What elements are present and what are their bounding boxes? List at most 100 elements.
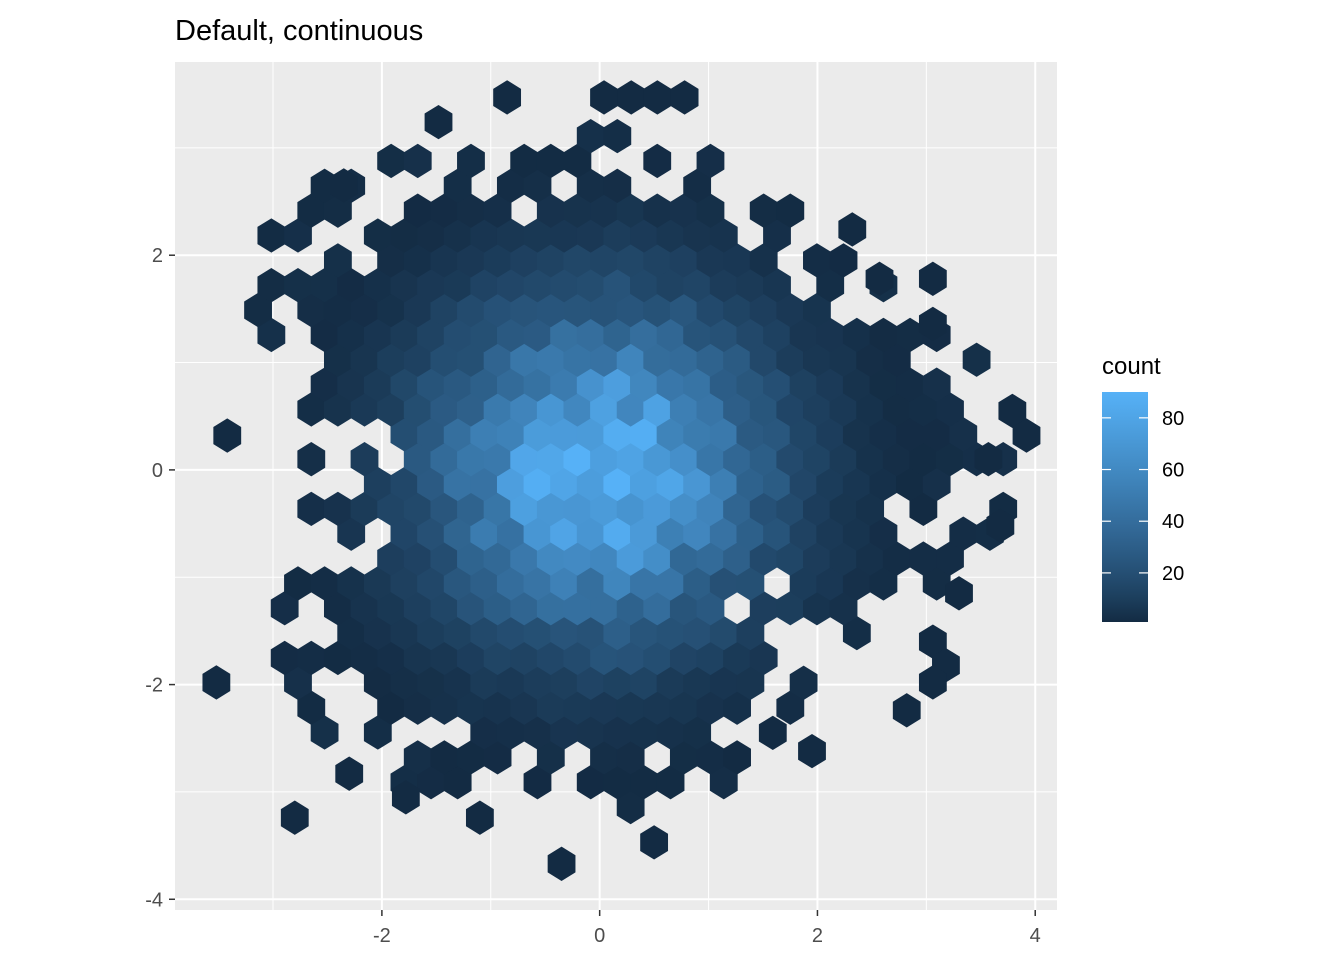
- hexbin-cell: [736, 516, 765, 551]
- color-legend: count 20 40 60 80: [1102, 353, 1184, 622]
- hexbin-cell: [962, 342, 991, 377]
- hexbin-cell: [603, 168, 632, 203]
- hexbin-cell: [483, 442, 512, 477]
- hexbin-cell: [457, 392, 485, 427]
- hexbin-cell: [736, 367, 765, 402]
- hexbin-cell: [457, 143, 485, 179]
- hexbin-cell: [430, 591, 459, 626]
- hexbin-cell: [842, 516, 871, 551]
- hexbin-cell: [483, 292, 512, 328]
- hexbin-cell: [643, 292, 672, 328]
- hexbin-cell: [590, 491, 618, 527]
- hexbin-cell: [763, 218, 791, 253]
- hexbin-cell: [443, 417, 472, 452]
- hexbin-cells: [202, 80, 1041, 882]
- hexbin-cell: [576, 168, 605, 203]
- hexbin-cell: [323, 193, 352, 228]
- hexbin-cell: [363, 268, 392, 303]
- hexbin-cell: [563, 342, 592, 377]
- legend-tick-label: 20: [1162, 563, 1184, 585]
- hexbin-cell: [789, 466, 818, 502]
- hexbin-cell: [563, 640, 592, 676]
- hexbin-cell: [270, 640, 299, 676]
- hexbin-cell: [643, 690, 672, 725]
- hexbin-cell: [1012, 418, 1041, 453]
- hexbin-cell: [803, 591, 831, 626]
- hexbin-cell: [869, 417, 898, 452]
- hexbin-cell: [630, 715, 658, 750]
- hexbin-cell: [869, 466, 898, 502]
- hexbin-cell: [758, 715, 787, 751]
- hexbin-cell: [736, 615, 765, 651]
- hexbin-cell: [465, 800, 494, 835]
- hexbin-cell: [403, 292, 432, 328]
- hexbin-cell: [656, 317, 685, 353]
- hexbin-cell: [882, 342, 911, 377]
- hexbin-cell: [403, 640, 432, 676]
- hexbin-cell: [510, 243, 539, 278]
- hexbin-cell: [630, 317, 658, 353]
- hexbin-cell: [630, 665, 658, 700]
- hexbin-cell: [909, 491, 938, 527]
- hexbin-cell: [669, 292, 698, 328]
- hexbin-cell: [683, 566, 712, 601]
- hexbin-cell: [798, 733, 826, 769]
- hexbin-cell: [616, 292, 645, 328]
- hexbin-cell: [390, 417, 419, 452]
- hexbin-cell: [496, 367, 525, 402]
- hexbin-cell: [603, 765, 632, 800]
- hexbin-cell: [816, 268, 845, 303]
- x-tick-label: -2: [373, 925, 391, 947]
- hexbin-cell: [909, 442, 938, 477]
- hexbin-cell: [576, 466, 605, 502]
- hexbin-cell: [550, 268, 579, 303]
- hexbin-cell: [403, 243, 432, 278]
- hexbin-cell: [696, 193, 725, 228]
- hexbin-cell: [643, 491, 672, 527]
- hexbin-cell: [736, 317, 765, 353]
- hexbin-cell: [323, 491, 352, 527]
- hexbin-cell: [803, 392, 831, 427]
- hexbin-cell: [669, 591, 698, 626]
- hexbin-cell: [683, 516, 712, 551]
- hexbin-cell: [603, 417, 632, 452]
- hexbin-cell: [443, 566, 472, 601]
- hexbin-cell: [377, 690, 406, 725]
- hexbin-cell: [350, 491, 379, 527]
- hexbin-cell: [869, 317, 898, 353]
- hexbin-cell: [669, 640, 698, 676]
- hexbin-cell: [337, 566, 366, 601]
- hexbin-cell: [523, 218, 552, 253]
- hexbin-cell: [550, 317, 579, 353]
- hexbin-cell: [510, 442, 539, 477]
- hexbin-cell: [922, 566, 951, 601]
- hexbin-cell: [430, 342, 459, 377]
- hexbin-cell: [829, 591, 858, 626]
- hexbin-cell: [816, 317, 845, 353]
- hexbin-cell: [297, 442, 326, 477]
- hexbin-cell: [616, 690, 645, 725]
- hexbin-cell: [483, 591, 512, 626]
- hexbin-cell: [297, 392, 326, 427]
- hexbin-cell: [974, 442, 1003, 477]
- hexbin-cell: [510, 491, 539, 527]
- hexbin-cell: [310, 317, 339, 353]
- hexbin-cell: [643, 143, 672, 179]
- hexbin-cell: [390, 615, 419, 651]
- hexbin-cell: [869, 367, 898, 402]
- hexbin-cell: [443, 367, 472, 402]
- hexbin-cell: [696, 392, 725, 427]
- hexbin-cell: [683, 715, 712, 750]
- hexbin-cell: [510, 143, 539, 179]
- hexbin-cell: [922, 417, 951, 452]
- hexbin-cell: [390, 218, 419, 253]
- hexbin-cell: [550, 417, 579, 452]
- hexbin-cell: [683, 317, 712, 353]
- hexbin-cell: [563, 243, 592, 278]
- hexbin-cell: [536, 491, 565, 527]
- hexbin-cell: [424, 104, 453, 140]
- hexbin-cell: [536, 591, 565, 626]
- hexbin-cell: [723, 292, 751, 328]
- hexbin-cell: [603, 516, 632, 551]
- hexbin-cell: [670, 80, 699, 115]
